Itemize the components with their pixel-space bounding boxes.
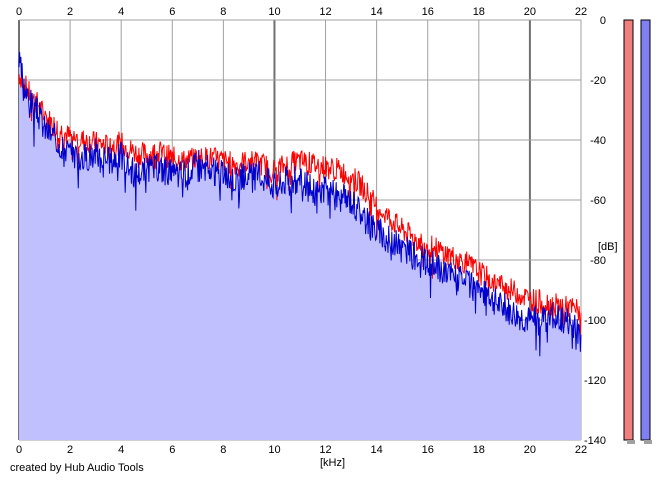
x-tick-label-bottom: 20 [524, 444, 536, 456]
y-tick-label: -100 [584, 315, 606, 327]
x-tick-label-top: 8 [220, 6, 226, 18]
y-tick-label: -20 [590, 75, 606, 87]
left-channel-level-meter [623, 19, 634, 441]
right-channel-level-meter [640, 19, 651, 441]
x-tick-label-top: 22 [575, 6, 587, 18]
x-tick-label-top: 6 [169, 6, 175, 18]
right-meter-shadow [644, 440, 652, 444]
x-tick-label-bottom: 6 [169, 444, 175, 456]
y-tick-label: -60 [590, 195, 606, 207]
x-tick-label-bottom: 16 [422, 444, 434, 456]
x-tick-label-bottom: 14 [371, 444, 383, 456]
x-tick-label-top: 12 [319, 6, 331, 18]
x-tick-label-bottom: 4 [118, 444, 124, 456]
y-tick-label: -140 [584, 435, 606, 447]
x-tick-label-top: 10 [268, 6, 280, 18]
x-tick-label-top: 16 [422, 6, 434, 18]
x-tick-label-top: 0 [16, 6, 22, 18]
x-tick-label-bottom: 2 [67, 444, 73, 456]
x-tick-label-top: 2 [67, 6, 73, 18]
x-tick-label-top: 18 [473, 6, 485, 18]
x-tick-label-bottom: 10 [268, 444, 280, 456]
y-tick-label: -40 [590, 135, 606, 147]
credit-text: created by Hub Audio Tools [10, 462, 144, 474]
x-tick-label-top: 20 [524, 6, 536, 18]
x-tick-label-bottom: 22 [575, 444, 587, 456]
spectrum-fill-area [19, 51, 581, 441]
x-tick-label-bottom: 8 [220, 444, 226, 456]
y-tick-label: -120 [584, 375, 606, 387]
y-axis-unit-label: [dB] [598, 241, 618, 253]
y-tick-label: 0 [600, 15, 606, 27]
tick-labels: 002244668810101212141416161818202022220-… [16, 6, 606, 456]
y-tick-label: -80 [590, 255, 606, 267]
x-tick-label-top: 14 [371, 6, 383, 18]
x-tick-label-bottom: 0 [16, 444, 22, 456]
x-axis-unit-label: [kHz] [320, 457, 346, 469]
left-meter-shadow [627, 440, 635, 444]
x-tick-label-bottom: 18 [473, 444, 485, 456]
x-tick-label-bottom: 12 [319, 444, 331, 456]
blue-channel-line [18, 51, 582, 357]
x-tick-label-top: 4 [118, 6, 124, 18]
red-channel-line [18, 74, 582, 336]
